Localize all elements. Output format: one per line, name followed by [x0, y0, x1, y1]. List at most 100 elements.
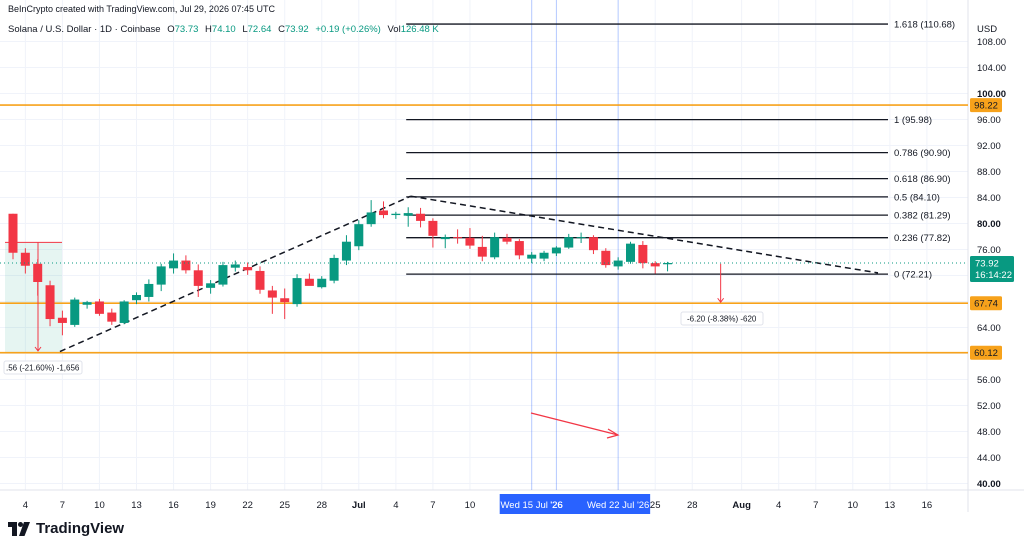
fib-level-label: 0.382 (81.29): [894, 211, 951, 222]
measure-label-box: [680, 311, 764, 326]
tradingview-logo-text: TradingView: [36, 520, 125, 537]
candle-body: [576, 237, 586, 239]
candle-body: [82, 302, 92, 305]
candle-body: [638, 244, 648, 264]
candle-body: [57, 317, 67, 323]
ascending-trendline[interactable]: [59, 195, 411, 353]
candle-body: [292, 278, 302, 305]
candle-body: [601, 250, 611, 266]
candle-body: [119, 301, 129, 323]
candle-body: [366, 212, 376, 225]
candle-countdown: 16:14:22: [975, 270, 1012, 281]
change-value: +0.19 (+0.26%): [315, 24, 381, 35]
candle-body: [206, 283, 216, 288]
symbol-legend: Solana / U.S. Dollar · 1D · Coinbase O73…: [8, 24, 439, 35]
chart-grid: [0, 0, 1024, 512]
candle-body: [45, 285, 55, 320]
time-tick-label: 25: [650, 500, 661, 511]
projection-arrow-head: [606, 428, 620, 439]
price-tick-label: 104.00: [977, 63, 1006, 74]
low-value: 72.64: [247, 24, 272, 35]
descending-trendline[interactable]: [410, 195, 879, 274]
candlestick-series: [0, 200, 968, 336]
measure-label: -6.20 (-8.38%) -620: [687, 315, 757, 324]
time-tick-label: 28: [687, 500, 698, 511]
time-selection-label: Wed 22 Jul '26: [587, 500, 649, 511]
candle-body: [107, 312, 117, 322]
candle-body: [539, 252, 549, 259]
price-tick-label: 88.00: [977, 167, 1001, 178]
low-label: L: [242, 24, 248, 35]
high-value: 74.10: [211, 24, 236, 35]
candle-body: [428, 220, 438, 236]
candle-body: [243, 267, 253, 271]
time-tick-label: 4: [393, 500, 398, 511]
candle-body: [477, 246, 487, 257]
level-price-tag: [970, 296, 1002, 311]
candle-body: [490, 237, 500, 258]
price-tick-label: 76.00: [977, 245, 1001, 256]
last-price-tag: [970, 256, 1014, 283]
candle-body: [650, 263, 660, 267]
candle-body: [453, 237, 463, 239]
time-tick-label: Aug: [732, 500, 751, 511]
projection-arrow[interactable]: [530, 412, 619, 436]
close-value: 73.92: [284, 24, 309, 35]
time-tick-label: 13: [131, 500, 142, 511]
candle-body: [317, 278, 327, 288]
fibonacci-retracement[interactable]: 1.618 (110.68) 1 (95.98) 0.786 (90.90) 0.61…: [406, 20, 955, 281]
time-tick-label: 4: [23, 500, 28, 511]
candle-body: [341, 241, 351, 261]
time-tick-label: 10: [848, 500, 859, 511]
candle-body: [255, 270, 265, 290]
volume-label: Vol: [387, 24, 401, 35]
price-tick-label: 48.00: [977, 427, 1001, 438]
candle-body: [391, 213, 401, 216]
time-tick-label: 4: [776, 500, 781, 511]
time-tick-label: 7: [813, 500, 818, 511]
open-label: O: [167, 24, 175, 35]
candle-body: [20, 252, 30, 266]
price-measure-tools[interactable]: -6.20 (-8.38%) -620 .56 (-21.60%) -1,656: [3, 242, 764, 439]
open-value: 73.73: [174, 24, 199, 35]
candle-body: [465, 237, 475, 246]
fib-level-label: 0 (72.21): [894, 270, 932, 281]
candle-body: [132, 295, 141, 301]
close-label: C: [278, 24, 285, 35]
chart-credit: BeInCrypto created with TradingView.com,…: [8, 4, 275, 14]
tradingview-logo-icon: [8, 521, 30, 536]
candle-body: [440, 237, 450, 240]
candle-body: [218, 265, 228, 285]
time-tick-label: 16: [922, 500, 933, 511]
price-tick-label: 56.00: [977, 375, 1001, 386]
time-selection-label: Wed 15 Jul '26: [501, 500, 563, 511]
candle-body: [551, 247, 561, 254]
candle-body: [169, 260, 179, 269]
candle-body: [403, 213, 413, 216]
price-tick-label: 84.00: [977, 193, 1001, 204]
time-axis[interactable]: 4 7 10 13 16 19 22 25 28 Jul 4 7 10 25 28 Aug 4 7 10 13 16 We…: [23, 494, 932, 514]
level-price-tag-label: 60.12: [974, 348, 998, 359]
support-levels[interactable]: [0, 104, 968, 354]
time-tick-label: 28: [316, 500, 327, 511]
time-tick-label: 25: [279, 500, 290, 511]
time-tick-label: 22: [242, 500, 253, 511]
candle-body: [144, 283, 154, 297]
time-selection-bar: [499, 494, 651, 514]
candle-body: [514, 241, 524, 256]
time-tick-label: 10: [94, 500, 105, 511]
candle-body: [379, 210, 388, 216]
price-tick-label: 92.00: [977, 141, 1001, 152]
candle-body: [193, 270, 203, 286]
candle-body: [329, 257, 339, 281]
trend-lines[interactable]: [59, 195, 879, 353]
price-tick-label: 64.00: [977, 323, 1001, 334]
candle-body: [613, 260, 623, 267]
fib-level-label: 0.236 (77.82): [894, 233, 951, 244]
time-tick-label: Jul: [352, 500, 366, 511]
tradingview-logo[interactable]: TradingView: [8, 520, 124, 537]
price-tick-label: 96.00: [977, 115, 1001, 126]
candle-body: [527, 254, 537, 259]
